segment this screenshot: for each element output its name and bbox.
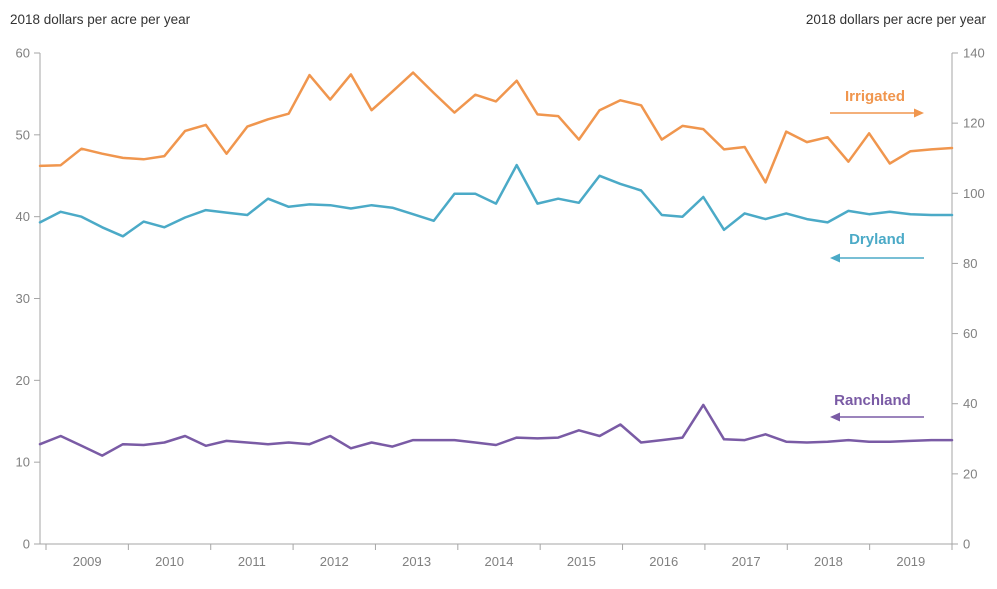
left-axis-tick-label: 60 <box>16 46 30 61</box>
right-axis-tick-label: 120 <box>963 116 985 131</box>
irrigated-line <box>38 71 954 184</box>
right-axis-title: 2018 dollars per acre per year <box>805 12 986 27</box>
left-axis-tick-label: 50 <box>16 127 30 142</box>
left-axis-tick-label: 20 <box>16 373 30 388</box>
ranchland-line <box>38 403 954 457</box>
ranchland-series-label: Ranchland <box>834 392 911 409</box>
x-axis-year-label: 2016 <box>649 554 678 569</box>
x-axis-year-label: 2014 <box>485 554 514 569</box>
left-axis-title: 2018 dollars per acre per year <box>10 12 191 27</box>
left-axis-tick-label: 0 <box>23 537 30 552</box>
ranchland-arrow-head <box>830 412 840 422</box>
x-axis-year-label: 2019 <box>896 554 925 569</box>
dryland-line <box>38 163 954 238</box>
x-axis-year-label: 2011 <box>238 554 266 569</box>
x-axis-year-label: 2015 <box>567 554 596 569</box>
x-axis-year-label: 2009 <box>73 554 102 569</box>
x-axis-year-label: 2017 <box>732 554 761 569</box>
left-axis-tick-label: 40 <box>16 209 30 224</box>
dryland-series-label: Dryland <box>849 231 905 248</box>
right-axis-tick-label: 0 <box>963 537 970 552</box>
right-axis-tick-label: 40 <box>963 396 977 411</box>
irrigated-arrow-head <box>914 108 924 118</box>
left-axis-tick-label: 10 <box>16 455 30 470</box>
left-axis-tick-label: 30 <box>16 291 30 306</box>
right-axis-tick-label: 20 <box>963 466 977 481</box>
right-axis-tick-label: 60 <box>963 326 977 341</box>
x-axis-year-label: 2018 <box>814 554 843 569</box>
x-axis-year-label: 2010 <box>155 554 184 569</box>
right-axis-tick-label: 80 <box>963 256 977 271</box>
irrigated-series-label: Irrigated <box>844 88 905 105</box>
right-axis-tick-label: 140 <box>963 46 985 61</box>
x-axis-year-label: 2013 <box>402 554 431 569</box>
dryland-arrow-head <box>830 253 840 263</box>
x-axis-year-label: 2012 <box>320 554 349 569</box>
right-axis-tick-label: 100 <box>963 186 985 201</box>
